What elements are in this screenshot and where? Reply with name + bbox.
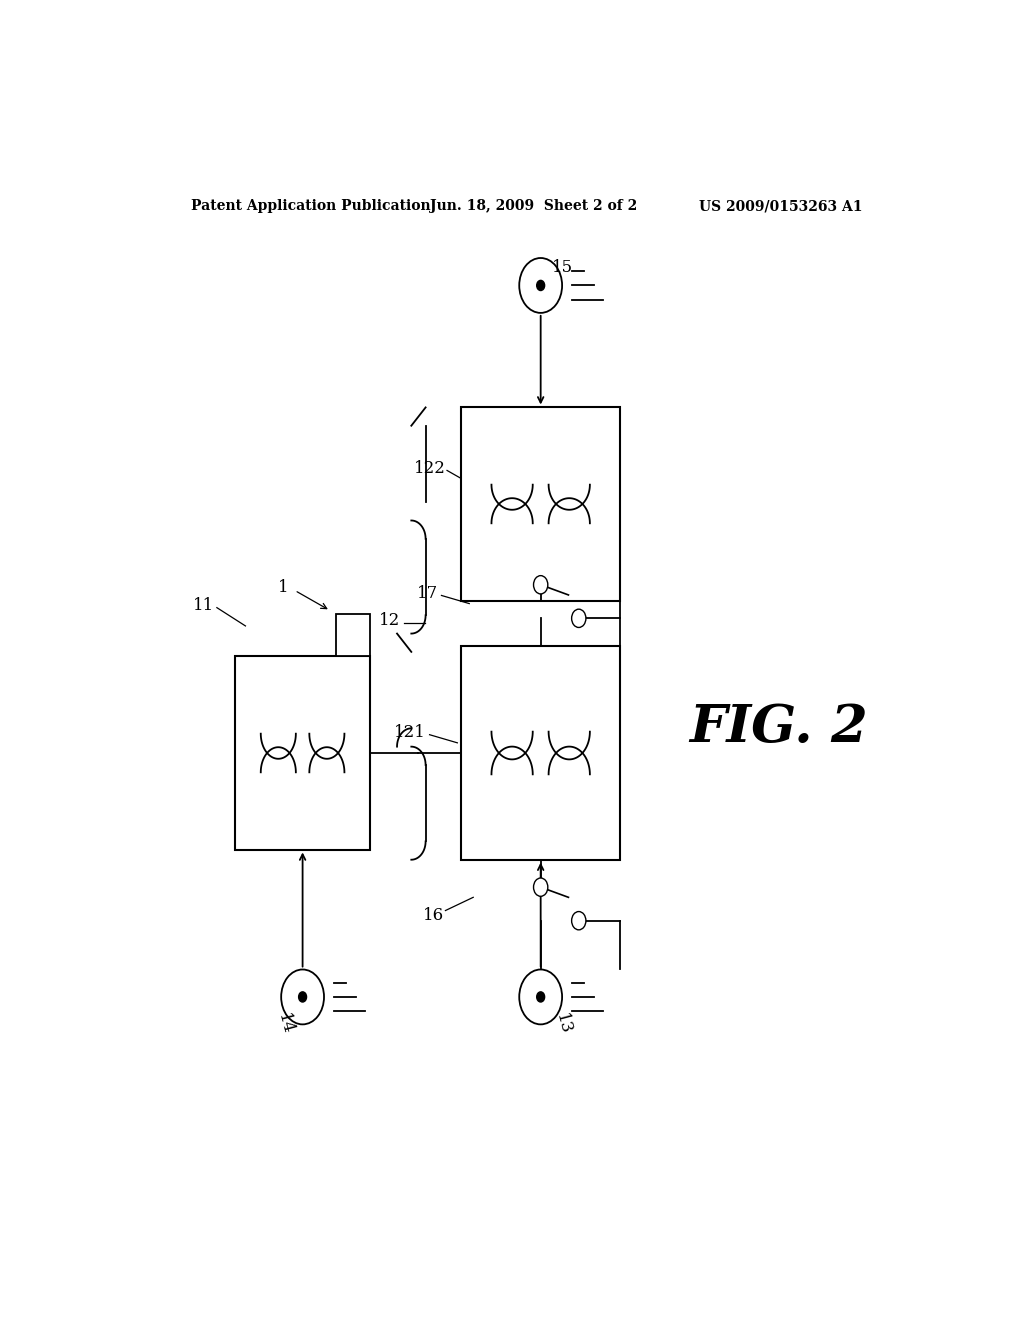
Text: 11: 11 [193, 597, 214, 614]
Circle shape [299, 991, 306, 1002]
Circle shape [571, 912, 586, 929]
Text: Patent Application Publication: Patent Application Publication [191, 199, 431, 213]
Bar [236, 656, 370, 850]
Circle shape [537, 991, 545, 1002]
Circle shape [534, 878, 548, 896]
Text: 12: 12 [379, 612, 400, 630]
Text: US 2009/0153263 A1: US 2009/0153263 A1 [699, 199, 863, 213]
Text: 121: 121 [394, 725, 426, 741]
Text: 16: 16 [423, 907, 444, 924]
Text: 17: 17 [418, 585, 438, 602]
Bar [462, 408, 621, 601]
Circle shape [534, 576, 548, 594]
Circle shape [519, 969, 562, 1024]
Circle shape [282, 969, 324, 1024]
Text: FIG. 2: FIG. 2 [689, 702, 868, 754]
Text: 13: 13 [552, 1012, 573, 1036]
Bar [336, 614, 370, 656]
Bar [462, 647, 621, 859]
Text: 1: 1 [278, 579, 288, 595]
Circle shape [537, 280, 545, 290]
Text: Jun. 18, 2009  Sheet 2 of 2: Jun. 18, 2009 Sheet 2 of 2 [430, 199, 637, 213]
Text: 15: 15 [552, 259, 573, 276]
Circle shape [571, 609, 586, 627]
Text: 14: 14 [274, 1012, 296, 1036]
Text: 122: 122 [414, 459, 445, 477]
Circle shape [519, 257, 562, 313]
